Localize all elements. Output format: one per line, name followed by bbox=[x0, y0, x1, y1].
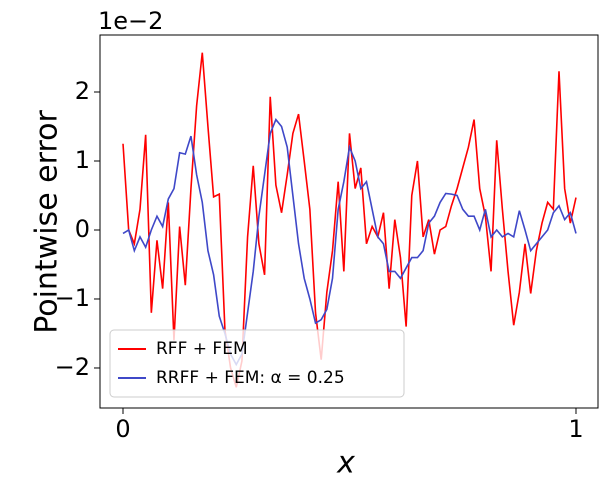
y-tick-label: −1 bbox=[55, 284, 90, 312]
legend-label: RFF + FEM bbox=[156, 339, 248, 359]
y-tick-label: 1 bbox=[75, 146, 90, 174]
plot-frame bbox=[99, 34, 599, 409]
legend-box bbox=[109, 329, 405, 398]
x-tick-label: 0 bbox=[115, 415, 130, 443]
offset-label: 1e−2 bbox=[98, 7, 163, 35]
x-axis-label: x bbox=[336, 446, 355, 481]
series-line bbox=[122, 52, 577, 388]
y-axis-label: Pointwise error bbox=[30, 110, 65, 334]
legend-label: RRFF + FEM: α = 0.25 bbox=[156, 368, 345, 388]
y-tick-label: 0 bbox=[75, 215, 90, 243]
y-tick-label: 2 bbox=[75, 77, 90, 105]
y-tick-label: −2 bbox=[55, 353, 90, 381]
series-line bbox=[122, 118, 577, 367]
x-tick-label: 1 bbox=[568, 415, 583, 443]
